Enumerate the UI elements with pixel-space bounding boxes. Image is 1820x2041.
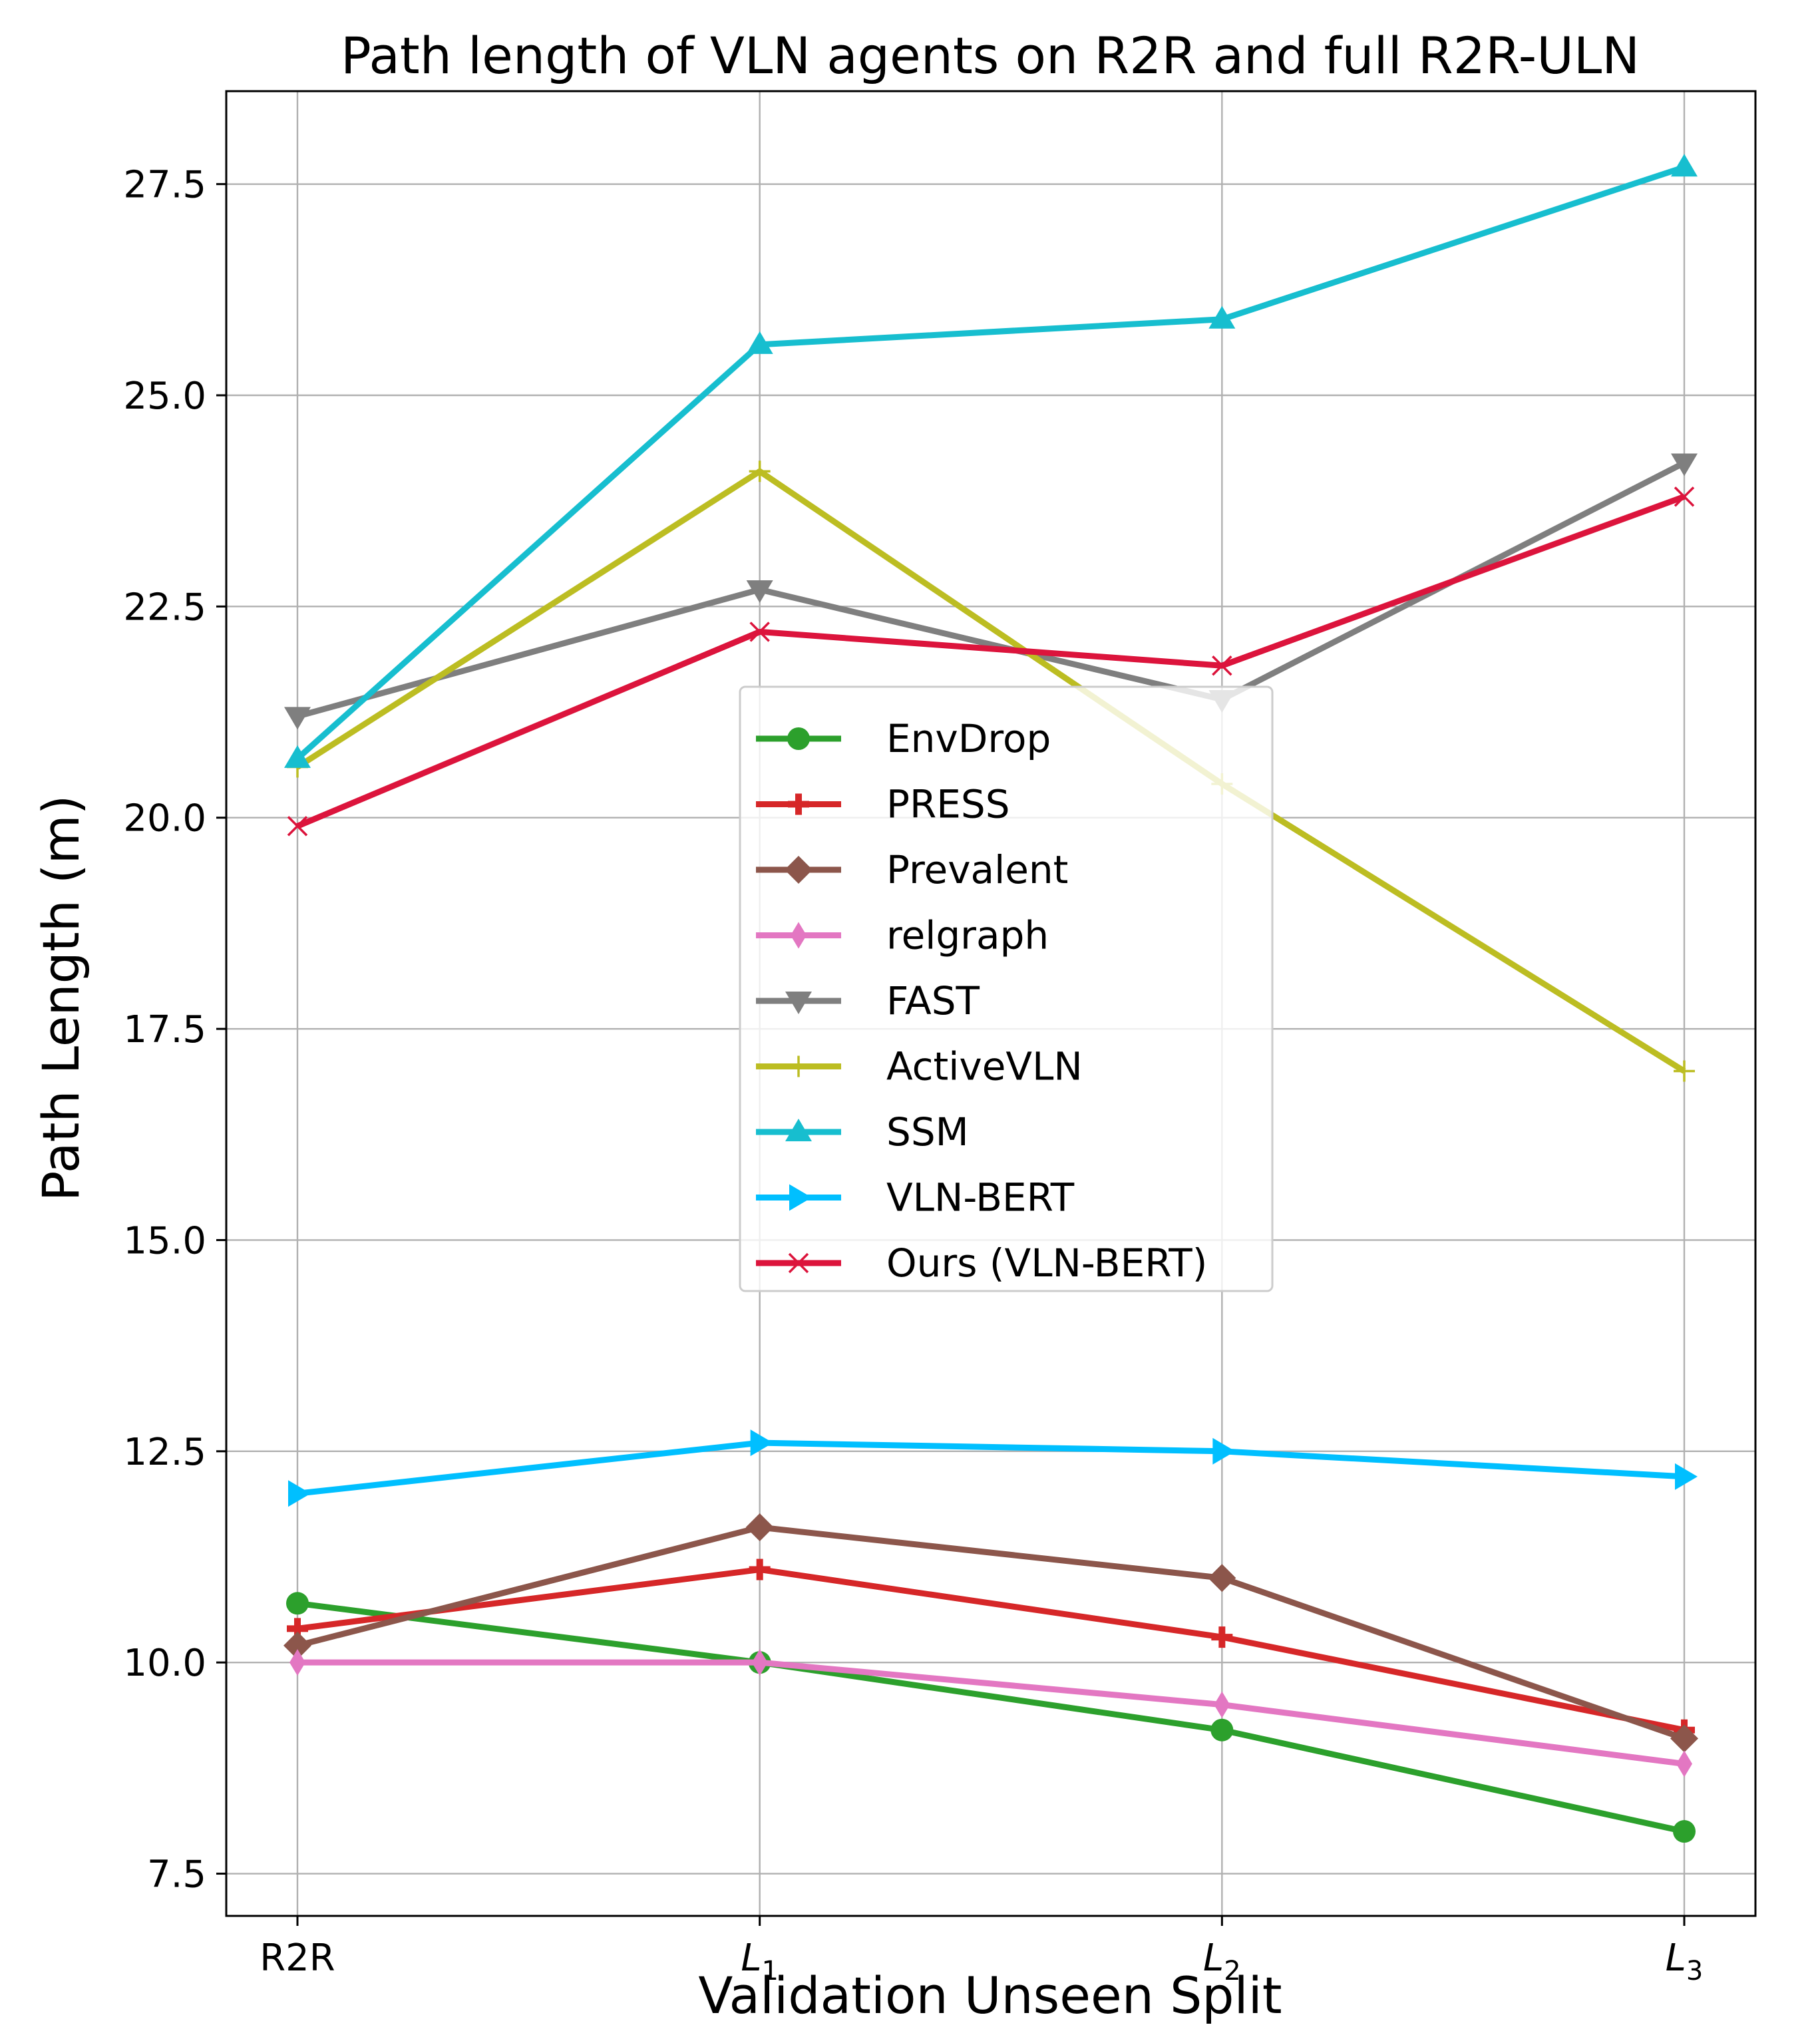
- data-point: [283, 1631, 311, 1660]
- data-point: [287, 816, 308, 836]
- data-point: [1674, 486, 1695, 507]
- data-point: [288, 1480, 311, 1507]
- series-ours-vln-bert: [287, 486, 1695, 836]
- x-tick-label: R2R: [260, 1937, 335, 1980]
- legend-label: PRESS: [886, 782, 1010, 827]
- series-ssm: [284, 154, 1698, 768]
- legend-item: ActiveVLN: [756, 1044, 1083, 1089]
- series-relgraph: [289, 1649, 1692, 1777]
- legend-item: EnvDrop: [756, 716, 1051, 761]
- data-point: [1670, 1724, 1698, 1753]
- series-envdrop: [286, 1592, 1696, 1843]
- chart-title: Path length of VLN agents on R2R and ful…: [341, 26, 1640, 85]
- legend-label: VLN-BERT: [886, 1175, 1075, 1220]
- data-point: [284, 745, 311, 768]
- legend-label: Ours (VLN-BERT): [886, 1240, 1207, 1286]
- data-point: [1214, 1691, 1230, 1718]
- legend-item: Ours (VLN-BERT): [756, 1240, 1207, 1286]
- series-press: [287, 1559, 1695, 1741]
- legend-marker: [789, 1184, 812, 1211]
- legend-marker: [788, 793, 809, 815]
- data-point: [1673, 1820, 1696, 1843]
- data-point: [284, 707, 311, 730]
- data-point: [749, 1559, 771, 1580]
- legend-item: PRESS: [756, 782, 1010, 827]
- tick-layer: R2R L1 L2 L3 7.5 10.0 12.5 15.0 17.5 20.0 22.5 25.0…: [123, 164, 1703, 1986]
- legend-label: SSM: [886, 1109, 969, 1155]
- series-line: [295, 164, 1686, 761]
- legend-marker: [788, 1252, 809, 1274]
- series-line: [297, 1659, 1685, 1767]
- data-point: [750, 1429, 773, 1457]
- legend-box: [739, 685, 1274, 1292]
- y-tick-label: 12.5: [123, 1431, 206, 1474]
- series-line: [297, 1567, 1685, 1734]
- y-tick-label: 17.5: [123, 1008, 206, 1051]
- data-point: [1212, 1437, 1236, 1465]
- y-tick-label: 15.0: [123, 1219, 206, 1262]
- series-layer: [283, 154, 1698, 1843]
- data-point: [1208, 305, 1236, 329]
- legend-marker: [785, 1119, 812, 1141]
- legend: EnvDrop PRESS Prevalent relgraph FAST ActiveV…: [739, 685, 1274, 1292]
- x-tick-label: L2: [1203, 1937, 1241, 1986]
- legend-item: Prevalent: [756, 847, 1068, 892]
- y-axis-label: Path Length (m): [31, 795, 91, 1202]
- legend-label: Prevalent: [886, 847, 1068, 892]
- legend-marker: [785, 992, 812, 1014]
- data-point: [749, 622, 770, 642]
- data-point: [1676, 1750, 1692, 1777]
- x-tick-label: L1: [741, 1937, 779, 1986]
- data-point: [289, 1649, 305, 1676]
- data-point: [1211, 1626, 1233, 1648]
- legend-marker: [791, 922, 807, 949]
- y-tick-label: 25.0: [123, 375, 206, 418]
- y-tick-label: 27.5: [123, 164, 206, 207]
- plot-area-frame: [225, 90, 1757, 1917]
- series-line: [296, 460, 1686, 719]
- x-tick-label: L3: [1666, 1937, 1704, 1986]
- legend-label: relgraph: [886, 913, 1049, 958]
- data-point: [1675, 1463, 1698, 1490]
- legend-item: VLN-BERT: [756, 1175, 1075, 1220]
- data-point: [287, 1618, 308, 1640]
- legend-item: relgraph: [756, 913, 1049, 958]
- series-vln-bert: [288, 1429, 1698, 1507]
- data-point: [1671, 453, 1698, 476]
- legend-marker: [787, 727, 810, 750]
- data-point: [1210, 1718, 1234, 1742]
- series-prevalent: [283, 1513, 1698, 1753]
- data-point: [749, 461, 771, 482]
- data-point: [746, 331, 773, 354]
- data-point: [1671, 154, 1698, 177]
- series-line: [296, 494, 1686, 829]
- legend-marker: [785, 856, 813, 884]
- series-line: [297, 1439, 1685, 1497]
- data-point: [745, 1513, 774, 1542]
- legend-item: FAST: [756, 978, 980, 1023]
- legend-label: EnvDrop: [886, 716, 1051, 761]
- series-line: [297, 1600, 1685, 1835]
- data-point: [1208, 1564, 1236, 1592]
- series-line: [296, 1524, 1686, 1742]
- x-axis-label: Validation Unseen Split: [698, 1966, 1282, 2025]
- data-point: [1674, 1060, 1695, 1082]
- y-tick-label: 10.0: [123, 1642, 206, 1685]
- legend-label: ActiveVLN: [886, 1044, 1083, 1089]
- y-tick-label: 22.5: [123, 586, 206, 629]
- legend-item: SSM: [756, 1109, 969, 1155]
- data-point: [1212, 655, 1232, 676]
- data-point: [286, 1592, 309, 1615]
- legend-marker: [788, 1055, 809, 1077]
- y-tick-label: 7.5: [147, 1853, 206, 1897]
- series-line: [295, 468, 1686, 1074]
- data-point: [746, 580, 773, 603]
- legend-label: FAST: [886, 978, 980, 1023]
- data-point: [751, 1649, 768, 1676]
- y-tick-label: 20.0: [123, 797, 206, 840]
